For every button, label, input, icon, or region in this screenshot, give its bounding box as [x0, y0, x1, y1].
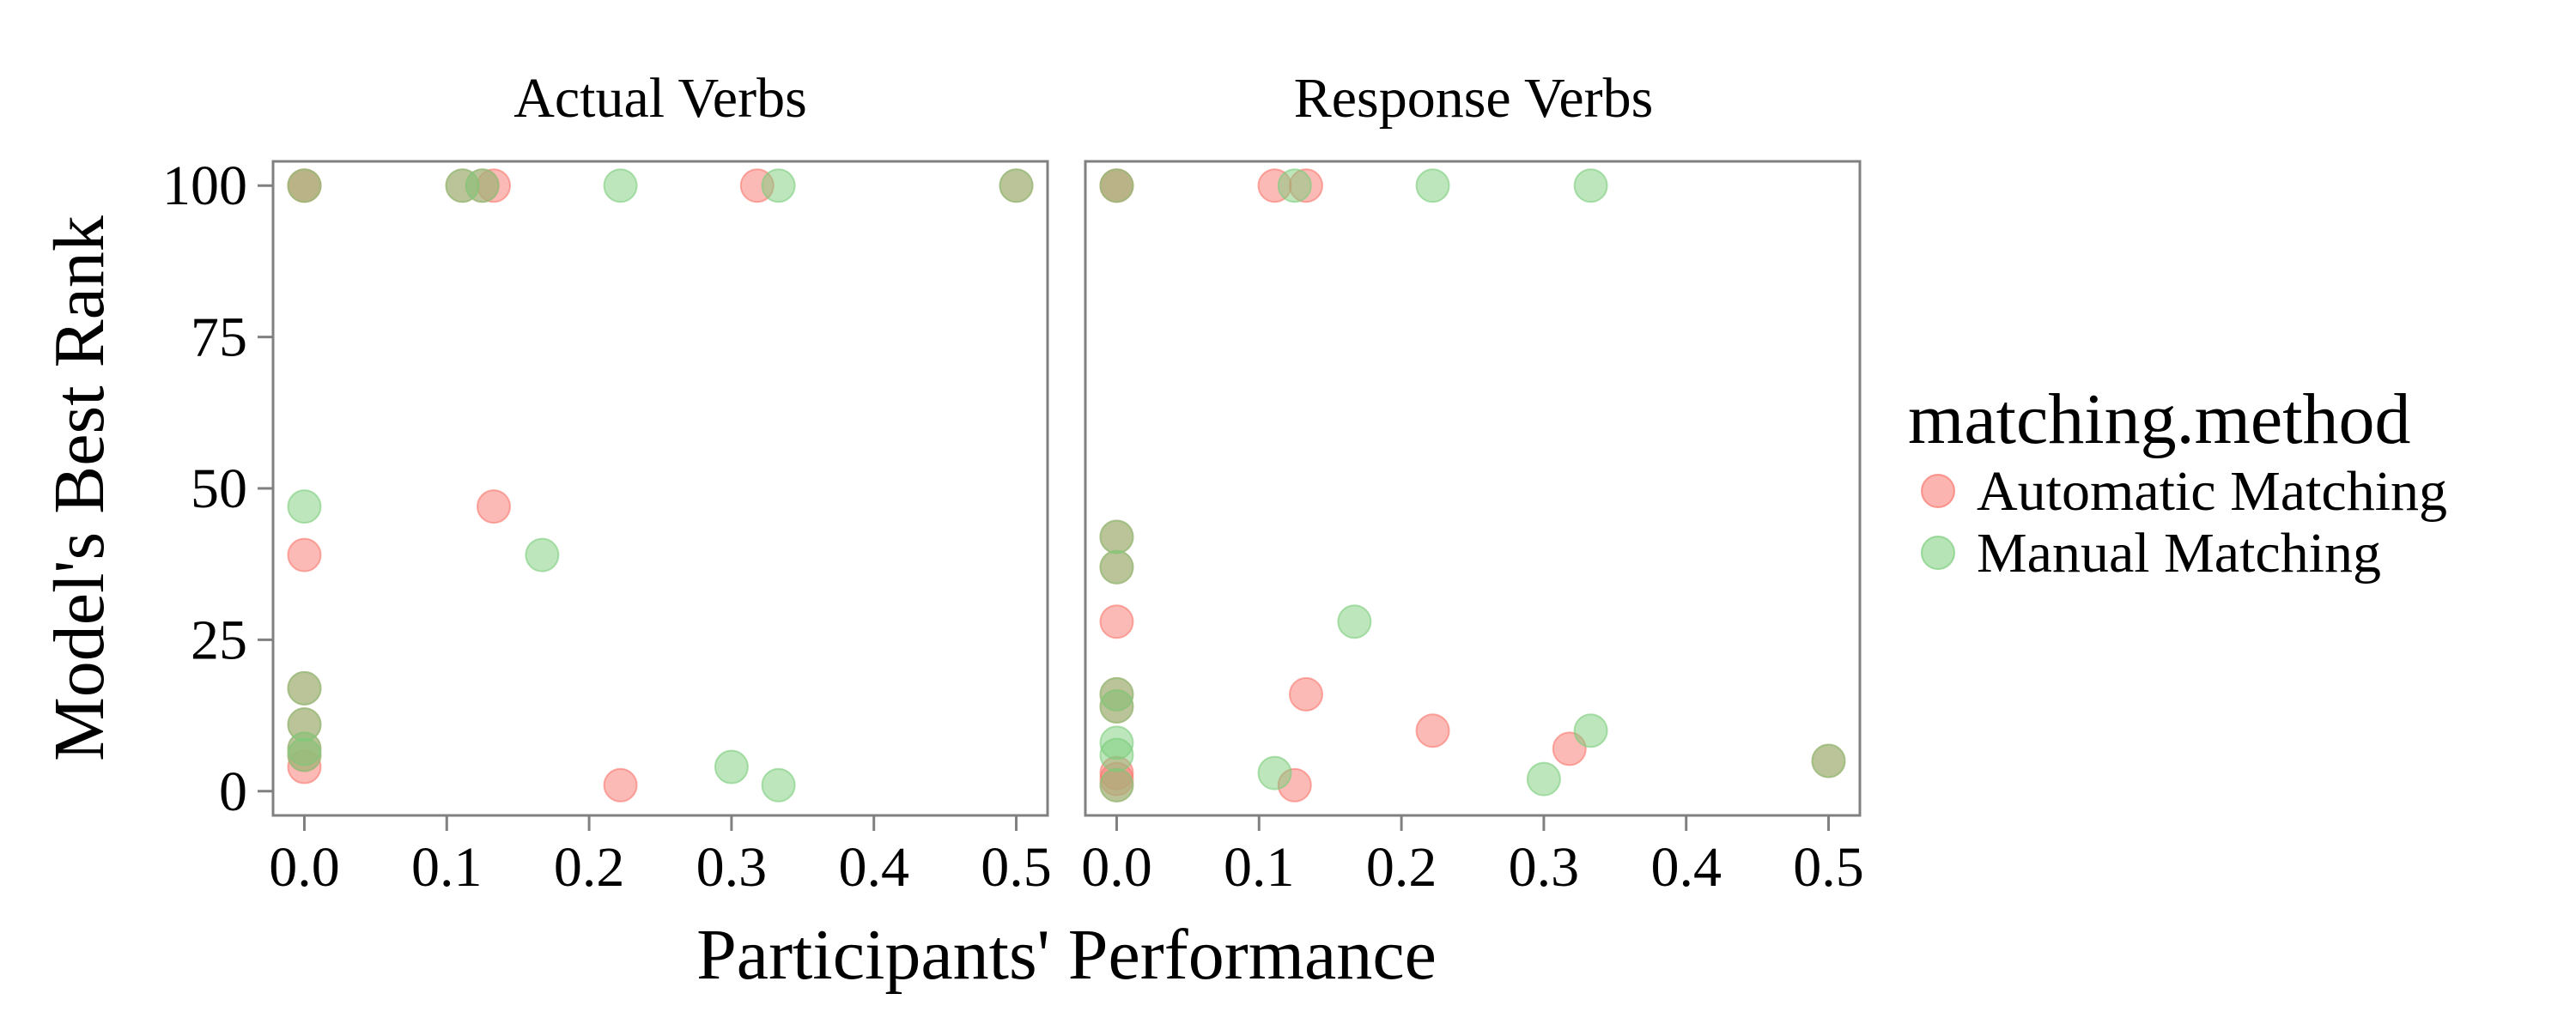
point-manual-matching-actual-verbs-8 — [287, 670, 322, 706]
point-manual-matching-actual-verbs-11 — [287, 737, 322, 772]
point-automatic-matching-actual-verbs-8 — [287, 537, 322, 573]
point-manual-matching-response-verbs-0 — [1099, 168, 1134, 203]
x-tick-label-actual-verbs-0: 0.0 — [269, 836, 340, 899]
y-tick-label-1: 25 — [191, 609, 247, 671]
x-tick-label-response-verbs-1: 0.1 — [1224, 836, 1295, 899]
point-manual-matching-response-verbs-4 — [1099, 519, 1134, 554]
panel-title-actual-verbs: Actual Verbs — [513, 67, 807, 130]
x-tick-label-response-verbs-4: 0.4 — [1650, 836, 1722, 899]
point-manual-matching-actual-verbs-3 — [603, 168, 638, 203]
point-automatic-matching-actual-verbs-7 — [477, 489, 512, 524]
point-automatic-matching-actual-verbs-14 — [603, 767, 638, 803]
x-tick-label-response-verbs-2: 0.2 — [1366, 836, 1437, 899]
x-tick-label-response-verbs-3: 0.3 — [1509, 836, 1580, 899]
point-automatic-matching-response-verbs-13 — [1415, 713, 1450, 748]
x-tick-label-response-verbs-5: 0.5 — [1793, 836, 1864, 899]
point-manual-matching-response-verbs-9 — [1099, 737, 1134, 772]
panel-frame-actual-verbs — [271, 160, 1049, 817]
point-manual-matching-response-verbs-15 — [1811, 743, 1846, 779]
panel-response-verbs: Response Verbs 0.0 0.1 0.2 0.3 0.4 0.5 — [1081, 67, 1864, 899]
legend-title: matching.method — [1908, 379, 2411, 459]
point-manual-matching-response-verbs-3 — [1573, 168, 1608, 203]
x-tick-label-response-verbs-0: 0.0 — [1081, 836, 1152, 899]
panel-frame-response-verbs — [1084, 160, 1862, 817]
legend-label-automatic: Automatic Matching — [1977, 460, 2447, 523]
point-manual-matching-response-verbs-10 — [1099, 767, 1134, 803]
panel-title-response-verbs: Response Verbs — [1294, 67, 1654, 130]
x-tick-label-actual-verbs-4: 0.4 — [838, 836, 909, 899]
x-axis-actual-verbs: 0.0 0.1 0.2 0.3 0.4 0.5 — [269, 815, 1052, 899]
x-axis-title: Participants' Performance — [696, 915, 1437, 995]
point-manual-matching-actual-verbs-13 — [761, 767, 796, 803]
y-tick-label-2: 50 — [191, 457, 247, 520]
legend-swatch-manual — [1921, 536, 1955, 570]
point-manual-matching-response-verbs-7 — [1099, 689, 1134, 724]
point-manual-matching-actual-verbs-6 — [287, 489, 322, 524]
point-manual-matching-response-verbs-1 — [1277, 168, 1312, 203]
point-manual-matching-actual-verbs-4 — [761, 168, 796, 203]
point-manual-matching-response-verbs-2 — [1415, 168, 1450, 203]
point-manual-matching-response-verbs-11 — [1337, 604, 1372, 639]
x-tick-label-actual-verbs-2: 0.2 — [554, 836, 625, 899]
point-manual-matching-response-verbs-5 — [1099, 549, 1134, 585]
panel-actual-verbs: Actual Verbs 0.0 0.1 0.2 0.3 0.4 0.5 — [269, 67, 1052, 899]
y-tick-label-4: 100 — [162, 154, 247, 217]
x-axis-response-verbs: 0.0 0.1 0.2 0.3 0.4 0.5 — [1081, 815, 1864, 899]
legend-item-manual: Manual Matching — [1921, 522, 2381, 585]
point-manual-matching-actual-verbs-2 — [465, 168, 500, 203]
x-tick-label-actual-verbs-3: 0.3 — [696, 836, 768, 899]
legend-item-automatic: Automatic Matching — [1921, 460, 2447, 523]
y-tick-label-3: 75 — [191, 306, 247, 369]
point-manual-matching-actual-verbs-5 — [999, 168, 1034, 203]
point-manual-matching-actual-verbs-0 — [287, 168, 322, 203]
legend-label-manual: Manual Matching — [1977, 522, 2381, 585]
y-tick-label-0: 0 — [219, 760, 247, 823]
points-response-verbs — [1099, 168, 1846, 803]
point-manual-matching-response-verbs-14 — [1526, 761, 1561, 797]
legend: matching.method Automatic Matching Manua… — [1908, 379, 2447, 585]
x-tick-label-actual-verbs-1: 0.1 — [411, 836, 483, 899]
y-axis-title: Model's Best Rank — [39, 215, 119, 761]
x-tick-label-actual-verbs-5: 0.5 — [981, 836, 1052, 899]
y-axis: 0 25 50 75 100 — [162, 154, 273, 823]
point-manual-matching-response-verbs-12 — [1573, 713, 1608, 748]
legend-swatch-automatic — [1921, 474, 1955, 508]
point-manual-matching-actual-verbs-7 — [525, 537, 560, 573]
point-automatic-matching-response-verbs-12 — [1289, 676, 1324, 712]
point-automatic-matching-response-verbs-6 — [1099, 604, 1134, 639]
point-manual-matching-response-verbs-13 — [1257, 755, 1292, 791]
points-actual-verbs — [287, 168, 1034, 803]
point-manual-matching-actual-verbs-12 — [714, 749, 749, 785]
